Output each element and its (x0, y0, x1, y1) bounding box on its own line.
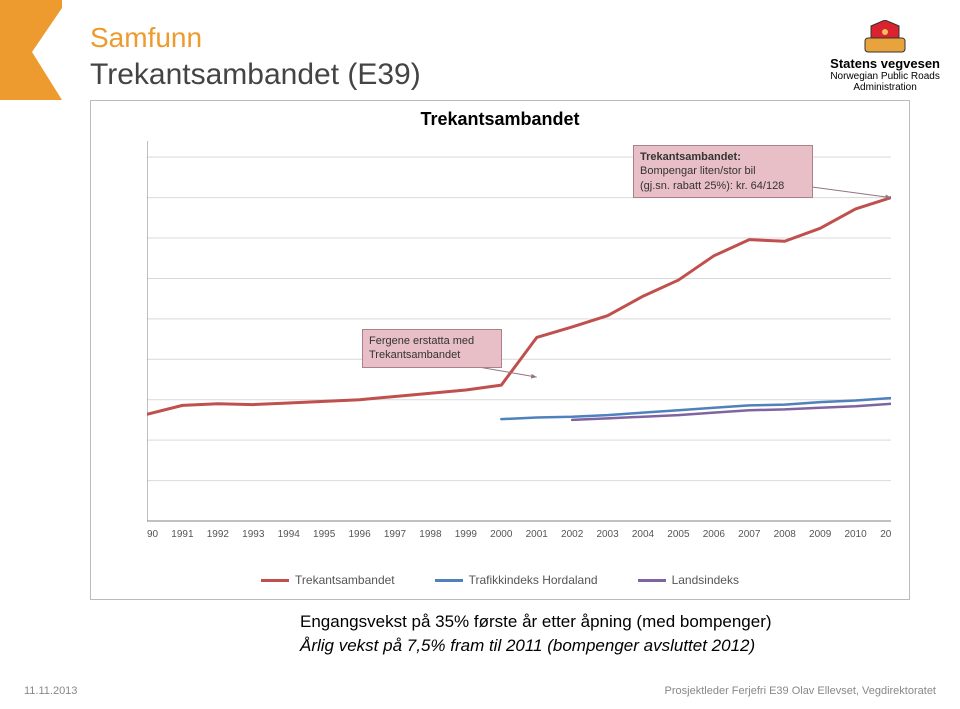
chart-title: Trekantsambandet (91, 101, 909, 130)
svg-text:2005: 2005 (667, 529, 690, 540)
chart-callout: Trekantsambandet:Bompengar liten/stor bi… (633, 145, 813, 198)
legend-label: Trekantsambandet (295, 573, 395, 587)
svg-text:1995: 1995 (313, 529, 336, 540)
legend-item: Trekantsambandet (261, 573, 395, 587)
svg-text:2000: 2000 (490, 529, 513, 540)
slide-date: 11.11.2013 (24, 685, 77, 697)
chart-plot-area: 0500100015002000250030003500400045001990… (147, 141, 891, 541)
legend-label: Landsindeks (672, 573, 739, 587)
caption-block: Engangsvekst på 35% første år etter åpni… (300, 610, 860, 658)
svg-text:2011: 2011 (880, 529, 891, 540)
legend-swatch (638, 579, 666, 582)
svg-text:1997: 1997 (384, 529, 407, 540)
svg-text:2004: 2004 (632, 529, 655, 540)
svg-text:1992: 1992 (207, 529, 230, 540)
svg-text:1994: 1994 (278, 529, 301, 540)
svg-text:2006: 2006 (703, 529, 726, 540)
svg-text:2008: 2008 (774, 529, 797, 540)
svg-text:2010: 2010 (844, 529, 867, 540)
corner-accent (0, 0, 90, 100)
legend-item: Landsindeks (638, 573, 739, 587)
slide: Statens vegvesen Norwegian Public Roads … (0, 0, 960, 709)
svg-text:1998: 1998 (419, 529, 442, 540)
svg-text:2007: 2007 (738, 529, 761, 540)
caption-line-1: Engangsvekst på 35% første år etter åpni… (300, 610, 860, 634)
legend-swatch (435, 579, 463, 582)
svg-text:2001: 2001 (526, 529, 549, 540)
legend-swatch (261, 579, 289, 582)
svg-text:1990: 1990 (147, 529, 159, 540)
logo-sub1: Norwegian Public Roads (830, 71, 940, 82)
chart-legend: Trekantsambandet Trafikkindeks Hordaland L… (91, 573, 909, 587)
chart-container: Trekantsambandet 05001000150020002500300… (90, 100, 910, 600)
svg-text:2003: 2003 (596, 529, 619, 540)
section-label: Samfunn (90, 22, 202, 54)
chart-callout: Fergene erstatta medTrekantsambandet (362, 329, 502, 368)
slide-title: Trekantsambandet (E39) (90, 58, 421, 92)
logo-block: Statens vegvesen Norwegian Public Roads … (830, 20, 940, 93)
caption-line-2: Årlig vekst på 7,5% fram til 2011 (bompe… (300, 634, 860, 658)
logo-title: Statens vegvesen (830, 56, 940, 71)
legend-item: Trafikkindeks Hordaland (435, 573, 598, 587)
legend-label: Trafikkindeks Hordaland (469, 573, 598, 587)
svg-text:1999: 1999 (455, 529, 478, 540)
svg-text:1991: 1991 (171, 529, 194, 540)
footer-credit: Prosjektleder Ferjefri E39 Olav Ellevset… (665, 685, 936, 697)
logo-sub2: Administration (830, 82, 940, 93)
svg-text:2002: 2002 (561, 529, 584, 540)
svg-text:1996: 1996 (348, 529, 371, 540)
svg-text:2009: 2009 (809, 529, 832, 540)
statens-vegvesen-logo (861, 20, 909, 54)
svg-text:1993: 1993 (242, 529, 265, 540)
